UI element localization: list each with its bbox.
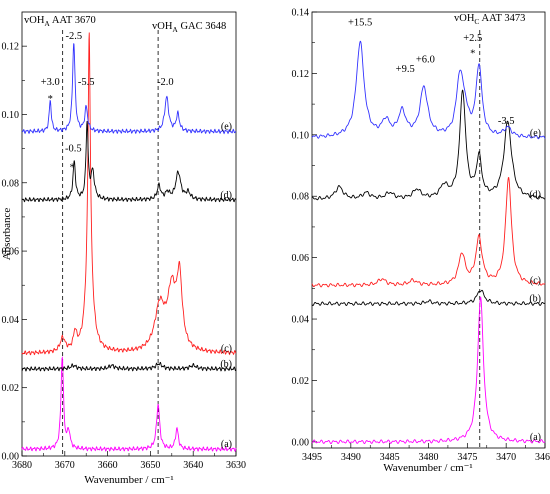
left-header-gac: vOHA GAC 3648 — [152, 21, 226, 34]
right-y-tick-label: 0.00 — [292, 437, 310, 448]
right-x-tick-label: 3490 — [341, 452, 361, 463]
right-trace-label: (c) — [530, 275, 541, 286]
right-x-tick-label: 3495 — [302, 452, 322, 463]
right-trace-a — [312, 297, 545, 443]
left-x-tick-label: 3640 — [183, 460, 203, 471]
right-y-tick-label: 0.10 — [292, 130, 310, 141]
left-shift-annotation: -2.0 — [157, 77, 174, 88]
right-plot-frame — [312, 12, 545, 448]
right-header-aat: vOHC AAT 3473 — [454, 13, 525, 26]
right-shift-annotation: +9.5 — [396, 64, 415, 75]
left-y-tick-label: 0.10 — [2, 110, 20, 121]
left-x-tick-label: 3660 — [98, 460, 118, 471]
left-shift-annotation: -5.5 — [78, 77, 95, 88]
left-traces: (a) (b) (c) (d) (e) — [22, 33, 236, 452]
left-reference-lines — [63, 30, 158, 456]
left-y-axis-label: Absorbance — [1, 208, 13, 261]
right-x-tick-label: 3465 — [535, 452, 550, 463]
left-y-tick-label: 0.08 — [2, 178, 20, 189]
right-asterisk-mark: * — [470, 48, 475, 59]
right-shift-annotation: +6.0 — [416, 55, 435, 66]
left-x-tick-label: 3630 — [226, 460, 246, 471]
left-trace-label: (c) — [221, 344, 232, 355]
right-trace-label: (e) — [530, 128, 541, 139]
right-axes: 34953490348534803475347034650.000.020.04… — [292, 8, 550, 464]
right-shift-annotation: +2.5 — [463, 33, 482, 44]
left-y-tick-label: 0.04 — [2, 315, 20, 326]
left-y-tick-label: 0.02 — [2, 383, 20, 394]
left-trace-d — [22, 121, 236, 202]
right-y-tick-label: 0.04 — [292, 315, 310, 326]
right-y-tick-label: 0.08 — [292, 192, 310, 203]
left-trace-b — [22, 362, 236, 371]
right-trace-label: (a) — [530, 432, 541, 443]
left-trace-label: (a) — [221, 439, 232, 450]
right-trace-b — [312, 290, 545, 305]
left-trace-label: (b) — [220, 359, 232, 370]
right-y-tick-label: 0.14 — [292, 8, 310, 19]
right-shift-annotation: +15.5 — [348, 18, 372, 29]
left-x-tick-label: 3650 — [140, 460, 160, 471]
right-trace-label: (b) — [529, 294, 541, 305]
right-annotations: +15.5 +9.5+6.0 +2.5 * -3.5 — [348, 18, 514, 127]
right-y-tick-label: 0.06 — [292, 253, 310, 264]
left-x-axis-label: Wavenumber / cm⁻¹ — [84, 474, 173, 486]
left-shift-annotation: -0.5 — [65, 144, 82, 155]
left-trace-e — [22, 43, 236, 133]
right-panel: 34953490348534803475347034650.000.020.04… — [292, 8, 550, 475]
right-traces: (a) (b) (c) (d) (e) — [312, 41, 545, 443]
left-asterisk-mark: * — [69, 162, 74, 173]
left-trace-label: (e) — [221, 122, 232, 133]
left-x-tick-label: 3670 — [55, 460, 75, 471]
left-annotations: +3.0 * -2.5 -5.5 -2.0 -0.5 * — [41, 31, 174, 173]
left-y-tick-label: 0.00 — [2, 452, 20, 463]
left-asterisk-mark: * — [48, 94, 53, 105]
right-trace-label: (d) — [529, 189, 541, 200]
left-y-tick-label: 0.12 — [2, 42, 20, 53]
right-shift-annotation: -3.5 — [498, 116, 515, 127]
left-trace-a — [22, 358, 236, 452]
left-shift-annotation: -2.5 — [65, 31, 82, 42]
right-x-axis-label: Wavenumber / cm⁻¹ — [383, 462, 472, 474]
left-header-aat: vOHA AAT 3670 — [24, 15, 96, 28]
right-y-tick-label: 0.02 — [292, 376, 310, 387]
right-x-tick-label: 3470 — [496, 452, 516, 463]
left-shift-annotation: +3.0 — [41, 77, 60, 88]
right-y-tick-label: 0.12 — [292, 69, 310, 80]
left-trace-label: (d) — [220, 190, 232, 201]
